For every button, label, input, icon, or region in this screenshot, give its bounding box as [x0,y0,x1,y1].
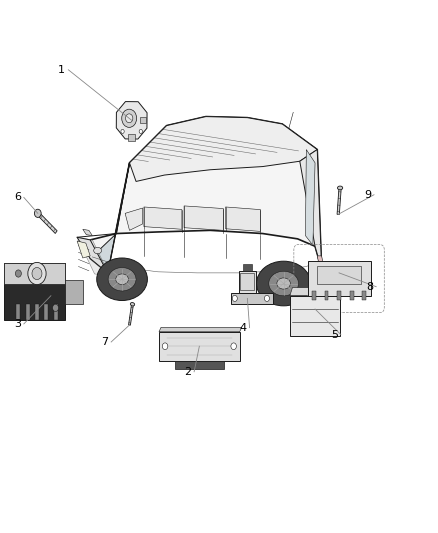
Circle shape [231,343,237,350]
Polygon shape [307,261,371,296]
Polygon shape [159,327,242,332]
Ellipse shape [97,258,148,301]
Polygon shape [243,264,251,271]
Polygon shape [125,208,143,230]
Circle shape [122,109,137,127]
Polygon shape [26,304,30,320]
Polygon shape [290,296,340,336]
Polygon shape [65,280,83,304]
Text: 5: 5 [331,329,338,340]
Polygon shape [230,337,237,355]
Text: 2: 2 [184,367,191,377]
Text: 1: 1 [58,65,65,75]
Polygon shape [175,361,223,369]
Polygon shape [130,117,317,181]
Text: 9: 9 [364,190,371,200]
Polygon shape [77,237,110,276]
Polygon shape [161,337,169,355]
Polygon shape [184,206,223,230]
Polygon shape [77,237,108,273]
Polygon shape [35,304,39,320]
Ellipse shape [116,274,128,285]
Polygon shape [231,293,272,303]
Circle shape [121,130,124,133]
Polygon shape [325,291,328,301]
Polygon shape [117,102,147,139]
Polygon shape [16,304,21,320]
Polygon shape [315,266,324,272]
Polygon shape [300,150,321,269]
Text: 7: 7 [101,337,108,347]
Text: 6: 6 [14,192,21,203]
Polygon shape [44,304,48,320]
Polygon shape [337,188,341,214]
Ellipse shape [257,261,311,306]
Ellipse shape [108,268,136,291]
Polygon shape [77,241,90,258]
Polygon shape [239,271,256,293]
Text: 4: 4 [240,322,247,333]
Text: 3: 3 [14,319,21,329]
Circle shape [232,295,237,302]
Polygon shape [140,117,146,123]
Polygon shape [290,288,343,296]
Polygon shape [226,207,261,231]
Circle shape [15,270,21,277]
Circle shape [139,130,142,133]
Circle shape [53,304,59,311]
Polygon shape [350,291,353,301]
Polygon shape [4,263,65,284]
Polygon shape [90,163,130,273]
Circle shape [32,268,42,280]
Polygon shape [362,291,366,301]
Circle shape [265,295,269,302]
Polygon shape [317,266,361,285]
Polygon shape [128,134,135,141]
Polygon shape [53,304,57,320]
Ellipse shape [337,186,343,190]
Ellipse shape [269,271,299,296]
Polygon shape [83,229,92,236]
Polygon shape [240,273,254,290]
Polygon shape [129,304,134,325]
Circle shape [162,343,168,350]
Polygon shape [317,256,324,266]
Circle shape [28,262,46,285]
Ellipse shape [277,278,290,289]
Ellipse shape [94,247,102,254]
Text: 8: 8 [366,282,373,292]
Ellipse shape [131,303,134,306]
Polygon shape [305,150,315,245]
Polygon shape [90,117,321,273]
Polygon shape [37,212,57,233]
Circle shape [35,209,41,217]
Polygon shape [4,263,65,320]
Polygon shape [144,207,182,229]
Polygon shape [159,332,240,361]
Polygon shape [337,291,341,301]
Polygon shape [312,291,316,301]
Circle shape [126,114,133,123]
